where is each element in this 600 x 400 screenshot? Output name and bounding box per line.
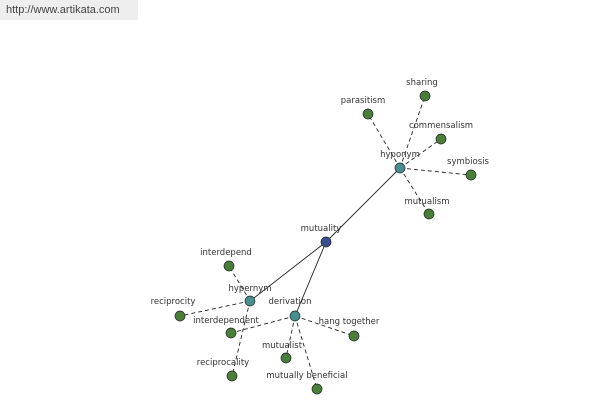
node-label: hang together bbox=[319, 317, 380, 327]
node[interactable] bbox=[311, 383, 323, 395]
edge bbox=[399, 167, 472, 176]
node[interactable] bbox=[223, 260, 235, 272]
site-url[interactable]: http://www.artikata.com bbox=[6, 4, 120, 16]
edge bbox=[325, 167, 401, 243]
node-label: mutualism bbox=[404, 197, 449, 207]
node[interactable] bbox=[419, 90, 431, 102]
node[interactable] bbox=[174, 310, 186, 322]
edge bbox=[294, 315, 318, 390]
node[interactable] bbox=[394, 162, 406, 174]
node[interactable] bbox=[280, 352, 292, 364]
node-label: interdepend bbox=[200, 248, 252, 258]
node[interactable] bbox=[348, 330, 360, 342]
node[interactable] bbox=[226, 370, 238, 382]
edge bbox=[285, 315, 296, 359]
node-label: reciprocality bbox=[197, 358, 249, 368]
node[interactable] bbox=[362, 108, 374, 120]
edge bbox=[231, 300, 251, 377]
node[interactable] bbox=[289, 310, 301, 322]
node-label: symbiosis bbox=[447, 157, 489, 167]
edge bbox=[399, 138, 442, 169]
node-label: interdependent bbox=[193, 316, 259, 326]
node[interactable] bbox=[320, 236, 332, 248]
node[interactable] bbox=[225, 327, 237, 339]
edge bbox=[399, 95, 426, 169]
edge bbox=[294, 315, 355, 337]
edge bbox=[294, 241, 327, 317]
edge bbox=[399, 167, 430, 215]
site-header: http://www.artikata.com bbox=[0, 0, 138, 20]
node-label: reciprocity bbox=[151, 297, 196, 307]
node-label: hyponym bbox=[380, 150, 420, 160]
edge bbox=[179, 300, 251, 317]
node-label: commensalism bbox=[409, 121, 473, 131]
edge bbox=[249, 241, 327, 302]
node[interactable] bbox=[465, 169, 477, 181]
node-label: parasitism bbox=[341, 96, 386, 106]
node-label: mutually beneficial bbox=[266, 371, 347, 381]
edge bbox=[367, 113, 401, 169]
node-label: mutuality bbox=[301, 224, 342, 234]
node-label: sharing bbox=[406, 78, 438, 88]
node[interactable] bbox=[435, 133, 447, 145]
node[interactable] bbox=[244, 295, 256, 307]
node[interactable] bbox=[423, 208, 435, 220]
node-label: mutualist bbox=[262, 341, 303, 351]
node-label: derivation bbox=[268, 297, 311, 307]
node-label: hypernym bbox=[228, 284, 271, 294]
